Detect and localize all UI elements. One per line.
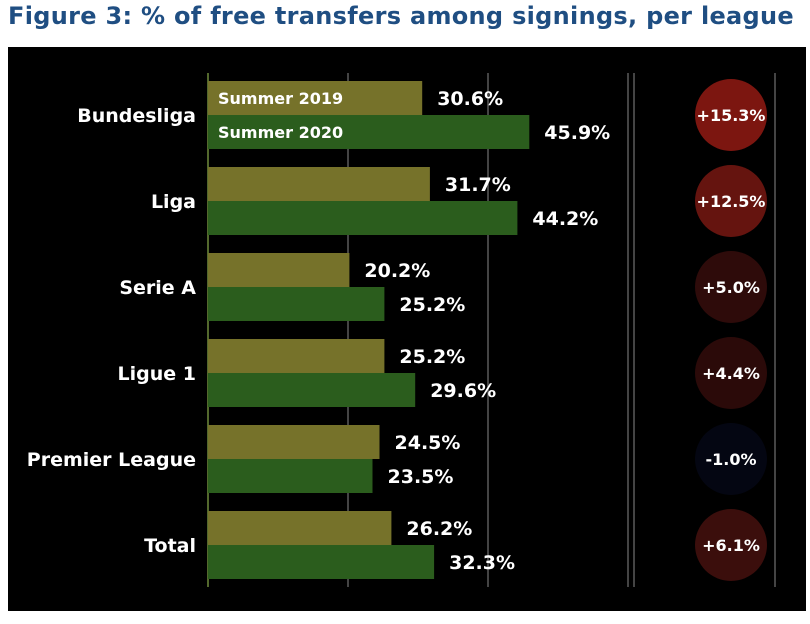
data-label: 29.6% xyxy=(430,380,496,402)
change-circle xyxy=(695,337,767,409)
data-label: 25.2% xyxy=(399,346,465,368)
bar-chart: Bundesliga 30.6% Summer 2019 45.9% Summer 20… xyxy=(8,47,806,611)
bar-summer-2019 xyxy=(208,81,423,115)
labels: Bundesliga 30.6% Summer 2019 45.9% Summer 20… xyxy=(27,88,610,574)
change-label: +15.3% xyxy=(697,106,766,125)
legend-label: Summer 2020 xyxy=(218,123,343,142)
data-label: 26.2% xyxy=(406,518,472,540)
bar-summer-2019 xyxy=(208,511,392,545)
data-label: 31.7% xyxy=(445,174,511,196)
bar-summer-2019 xyxy=(208,253,350,287)
bar-summer-2020 xyxy=(208,545,435,579)
change-circle xyxy=(695,251,767,323)
data-label: 24.5% xyxy=(395,432,461,454)
change-circle xyxy=(695,165,767,237)
data-label: 32.3% xyxy=(449,552,515,574)
category-label: Ligue 1 xyxy=(118,363,196,385)
change-circle xyxy=(695,423,767,495)
data-label: 44.2% xyxy=(532,208,598,230)
change-label: +5.0% xyxy=(702,278,760,297)
category-label: Bundesliga xyxy=(77,105,196,127)
category-label: Liga xyxy=(151,191,196,213)
chart-title: Figure 3: % of free transfers among sign… xyxy=(8,2,794,30)
change-label: +12.5% xyxy=(697,192,766,211)
change-indicators: +15.3% +12.5% +5.0% +4.4% -1.0% +6.1% xyxy=(695,79,767,581)
bar-summer-2019 xyxy=(208,339,385,373)
data-label: 23.5% xyxy=(388,466,454,488)
change-label: +6.1% xyxy=(702,536,760,555)
category-label: Serie A xyxy=(119,277,196,299)
bar-summer-2020 xyxy=(208,201,518,235)
data-label: 30.6% xyxy=(437,88,503,110)
bar-summer-2020 xyxy=(208,115,530,149)
bars xyxy=(208,81,530,579)
category-label: Total xyxy=(144,535,196,557)
data-label: 25.2% xyxy=(399,294,465,316)
data-label: 20.2% xyxy=(364,260,430,282)
change-label: +4.4% xyxy=(702,364,760,383)
bar-summer-2020 xyxy=(208,373,416,407)
change-circle xyxy=(695,509,767,581)
data-label: 45.9% xyxy=(544,122,610,144)
legend-label: Summer 2019 xyxy=(218,89,343,108)
grid-lines xyxy=(207,73,776,587)
bar-summer-2019 xyxy=(208,425,380,459)
change-label: -1.0% xyxy=(705,450,756,469)
category-label: Premier League xyxy=(27,449,196,471)
bar-summer-2020 xyxy=(208,287,385,321)
bar-summer-2019 xyxy=(208,167,430,201)
change-circle xyxy=(695,79,767,151)
bar-summer-2020 xyxy=(208,459,373,493)
